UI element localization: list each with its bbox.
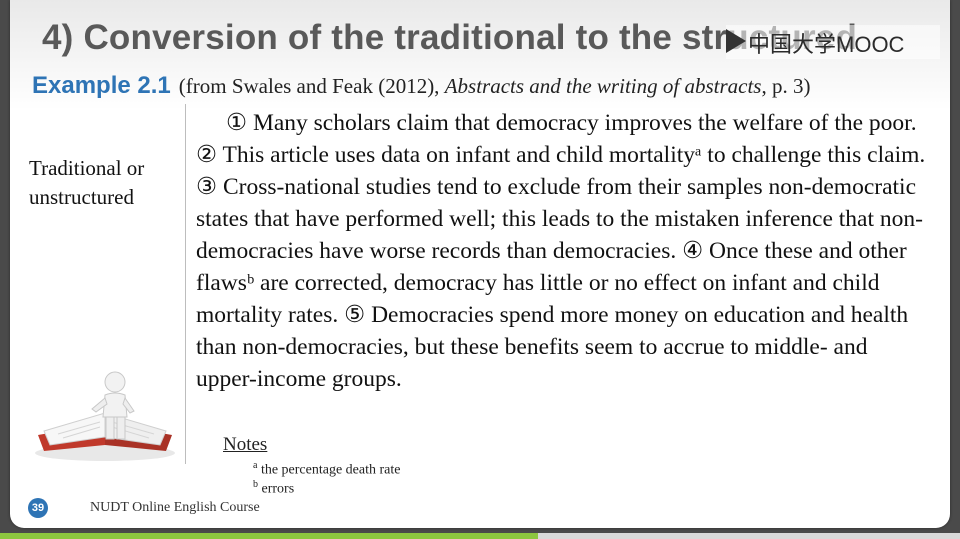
side-label: Traditional or unstructured	[29, 156, 145, 209]
example-source-title: Abstracts and the writing of abstracts	[444, 74, 762, 98]
book-figure-illustration	[35, 371, 175, 461]
note-a: a the percentage death rate	[253, 460, 400, 479]
video-progress-played[interactable]	[0, 533, 538, 539]
note-a-text: the percentage death rate	[257, 462, 401, 478]
column-divider	[185, 104, 186, 464]
play-icon	[726, 29, 746, 53]
watermark-text: 中国大学MOOC	[748, 32, 905, 57]
course-footer: NUDT Online English Course	[90, 500, 260, 515]
page-number-badge: 39	[28, 498, 48, 518]
slide: 4) Conversion of the traditional to the …	[10, 0, 950, 528]
example-label: Example 2.1	[32, 72, 171, 99]
notes-heading: Notes	[223, 434, 268, 455]
slide-title: 4) Conversion of the traditional to the …	[42, 18, 858, 57]
example-source-post: , p. 3)	[761, 74, 811, 98]
note-b: b errors	[253, 479, 294, 498]
example-source-pre: (from Swales and Feak (2012),	[178, 74, 445, 98]
video-progress-remaining[interactable]	[538, 533, 960, 539]
mooc-watermark: 中国大学MOOC	[726, 25, 940, 59]
abstract-text: ① Many scholars claim that democracy imp…	[196, 110, 926, 392]
note-b-marker: b	[253, 479, 258, 490]
example-heading: Example 2.1 (from Swales and Feak (2012),…	[32, 72, 810, 100]
note-a-marker: a	[253, 460, 258, 471]
note-b-text: errors	[258, 481, 295, 497]
